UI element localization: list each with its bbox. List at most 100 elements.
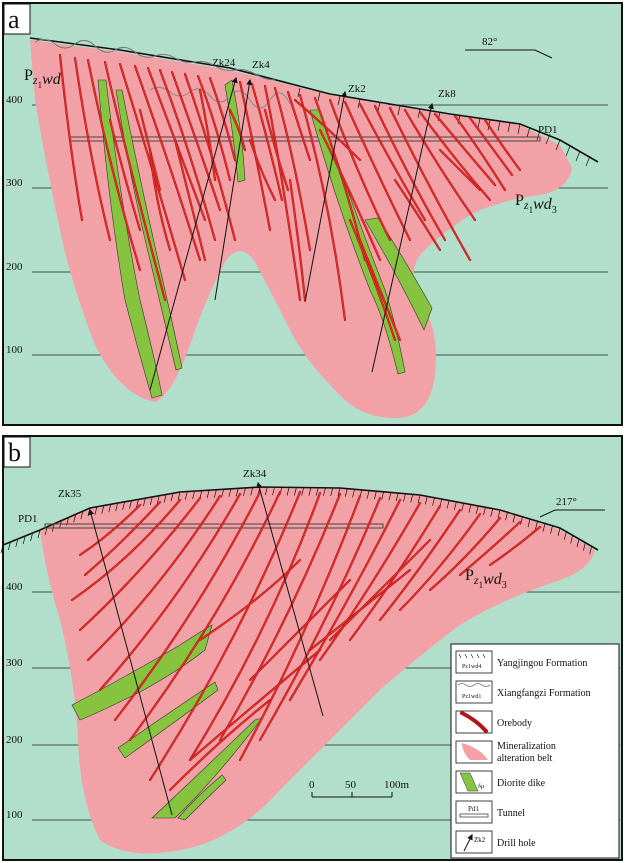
orebody-a-core-26 [419,111,491,201]
formation-top-a: Pz1wd [24,67,62,90]
orebody-b-core-22 [199,559,301,641]
orebody-a-core-12 [209,77,236,161]
hatch-b-4-2 [272,487,275,496]
hatch-b-2-6 [129,500,132,509]
hatch-b-7-3 [520,516,523,525]
hatch-b-6-8 [475,505,479,514]
orebody-a-core-41 [199,89,216,181]
hatch-b-3-8 [235,488,239,497]
xiangfangzi-contact-a [34,38,276,81]
orebody-b-core-20 [84,501,161,576]
orebody-b-core-12 [289,499,401,701]
hatch-b-6-5 [454,501,457,510]
hatch-b-2-9 [149,496,153,506]
hatch-b-2-2 [101,505,105,514]
orebody-a-core-32 [249,139,276,201]
orebody-a-core-30 [484,119,521,171]
azimuth-b: 217° [539,496,605,518]
drill-label-zk4: Zk4 [252,59,270,71]
legend-label-diorite: Diorite dike [497,778,546,789]
orebody-a-core-28 [454,115,506,191]
orebody-b-core-1 [71,499,181,601]
drill-holes-a: Zk24 Zk4 Zk2 Zk8 [149,57,456,391]
legend-item-tunnel: Pd1 Tunnel [455,800,525,824]
hatch-b-4-5 [294,487,297,496]
legend-label-orebody: Orebody [497,718,532,729]
hatch-b-3-4 [206,490,210,499]
hatch-b-0-3 [22,535,26,545]
hatch-b-4-4 [286,487,290,496]
hatch-b-4-1 [264,487,268,496]
scale-tick-100: 100m [384,779,410,791]
drill-label-zk8: Zk8 [438,88,456,100]
hatch-b-2-4 [115,502,119,512]
orebody-b-core-2 [79,497,201,631]
drill-label-zk34: Zk34 [243,468,267,480]
orebody-a-core-43 [264,109,289,191]
hatch-b-5-1 [344,488,348,497]
orebody-b-core-19 [489,526,541,566]
azimuth-label-a: 82° [482,36,497,48]
orebody-b-core-8 [189,492,321,761]
legend-item-alteration: Mineralization alteration belt [455,740,556,764]
drill-hole-zk4 [214,78,253,301]
level-label-300: 300 [6,177,23,189]
hatch-b-3-1 [184,491,188,500]
orebody-a-core-18 [299,94,346,321]
hatch-b-0-4 [30,532,33,542]
hatch-b-4-8 [315,487,319,496]
legend-label-drill-hole: Drill hole [497,838,536,849]
surface-hatch-b [0,486,593,555]
orebody-a-core-16 [274,87,311,251]
orebody-a-core-1 [59,54,83,221]
orebody-a-core-31 [294,99,361,161]
orebody-b-core-18 [459,521,521,576]
hatch-b-5-6 [381,491,384,500]
orebody-a-core-39 [359,239,401,341]
drill-label-zk24: Zk24 [212,57,236,69]
orebody-a-core-40 [289,179,306,301]
hatch-b-6-0 [417,494,421,504]
hatch-b-6-4 [446,500,450,509]
legend-item-orebody: Orebody [455,710,532,734]
level-label-b-100: 100 [6,809,23,821]
diorite-dike-b-2 [117,681,219,759]
orebody-a-core-9 [171,71,221,211]
hatch-b-6-9 [483,507,486,516]
orebody-b-core-3 [87,495,221,661]
hatch-b-3-10 [250,487,254,496]
scale-bar: 0 50 100m [309,779,410,798]
hatch-b-7-4 [527,518,531,528]
hatch-b-6-7 [468,504,472,513]
hatch-b-4-7 [308,487,312,496]
hatch-b-8-2 [570,535,574,544]
legend-label-xiangfangzi: Xiangfangzi Formation [497,688,591,699]
legend-item-yangjingou: Pz1wd4 Yangjingou Formation [455,650,587,674]
panel-b-label-box [3,436,31,468]
hatch-b-1-6 [80,511,84,520]
tunnel-label-b: PD1 [18,513,38,525]
orebody-a-core-3 [87,59,141,271]
orebody-b-core-26 [169,699,271,791]
orebody-a-core-11 [197,75,231,181]
orebody-a-core-42 [109,119,141,231]
legend-symbol-drill-hole: Zk2 [474,836,486,844]
legend-symbol-tunnel: Pd1 [468,805,479,813]
panel-b: 400 300 200 100 PD1 Zk35 Zk34 b Pz1wd3 2… [0,435,623,861]
hatch-b-8-4 [582,542,586,551]
hatch-b-0-0 [0,544,4,554]
panel-a: 400 300 200 100 PD1 [2,2,623,426]
orebody-group-a [58,53,522,342]
hatch-b-5-5 [374,491,377,500]
hatch-b-2-1 [94,506,98,515]
panel-a-label-box [3,3,31,35]
hatch-b-8-3 [576,538,580,548]
orebody-a-core-17 [287,91,311,161]
level-label-200: 200 [6,261,23,273]
hatch-b-0-1 [8,541,11,551]
surface-line-a [29,37,599,163]
orebody-a-core-4 [104,61,166,301]
orebody-b-core-11 [259,497,381,741]
hatch-b-0-2 [15,538,19,548]
